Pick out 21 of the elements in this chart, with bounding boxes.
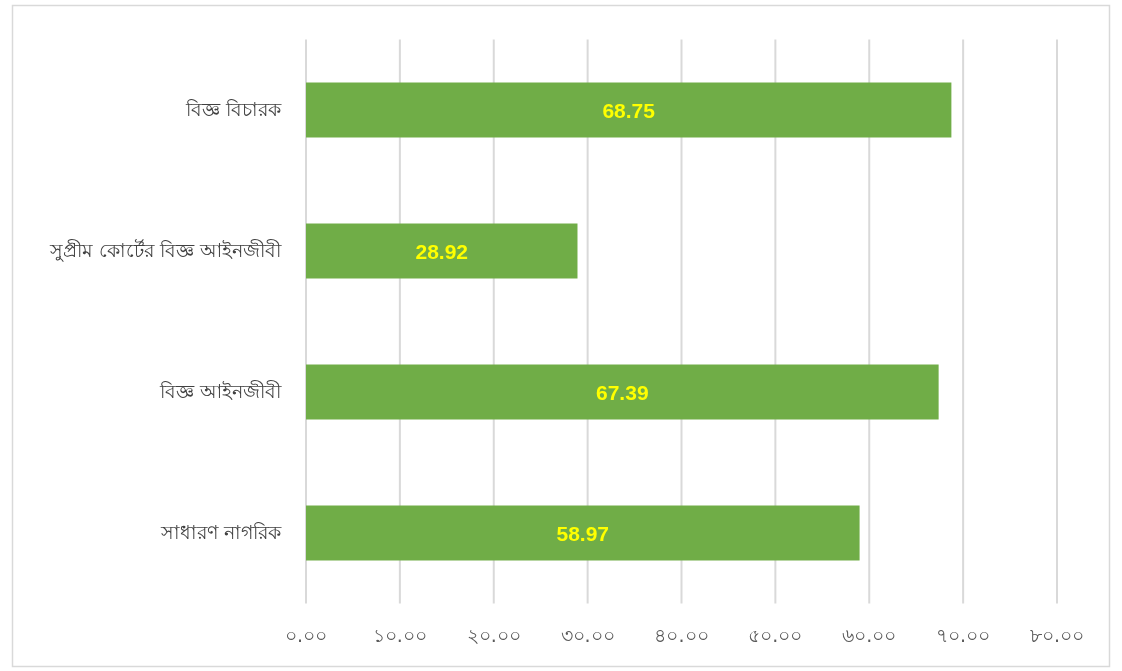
bar xyxy=(306,505,860,561)
x-tick-label: ১০.০০ xyxy=(372,624,427,646)
data-label: 68.75 xyxy=(602,99,656,122)
data-label: 58.97 xyxy=(556,522,610,545)
y-tick-label: বিজ্ঞ বিচারক xyxy=(184,98,282,120)
y-tick-label: সাধারণ নাগরিক xyxy=(159,521,282,543)
y-tick-label: সুপ্রীম কোর্টের বিজ্ঞ আইনজীবী xyxy=(48,239,282,262)
x-tick-label: ০.০০ xyxy=(284,624,328,646)
y-tick-label: বিজ্ঞ আইনজীবী xyxy=(158,380,282,402)
x-tick-label: ৩০.০০ xyxy=(560,624,615,646)
x-tick-label: ৫০.০০ xyxy=(748,624,803,646)
bar xyxy=(306,223,578,279)
x-tick-label: ২০.০০ xyxy=(466,624,521,646)
bar xyxy=(306,364,939,420)
x-tick-label: ৪০.০০ xyxy=(654,624,709,646)
data-label: 67.39 xyxy=(596,381,649,404)
bar xyxy=(306,82,952,138)
x-tick-label: ৭০.০০ xyxy=(936,624,991,646)
x-tick-label: ৮০.০০ xyxy=(1029,624,1085,646)
x-tick-label: ৬০.০০ xyxy=(842,624,897,646)
data-label: 28.92 xyxy=(415,240,469,263)
